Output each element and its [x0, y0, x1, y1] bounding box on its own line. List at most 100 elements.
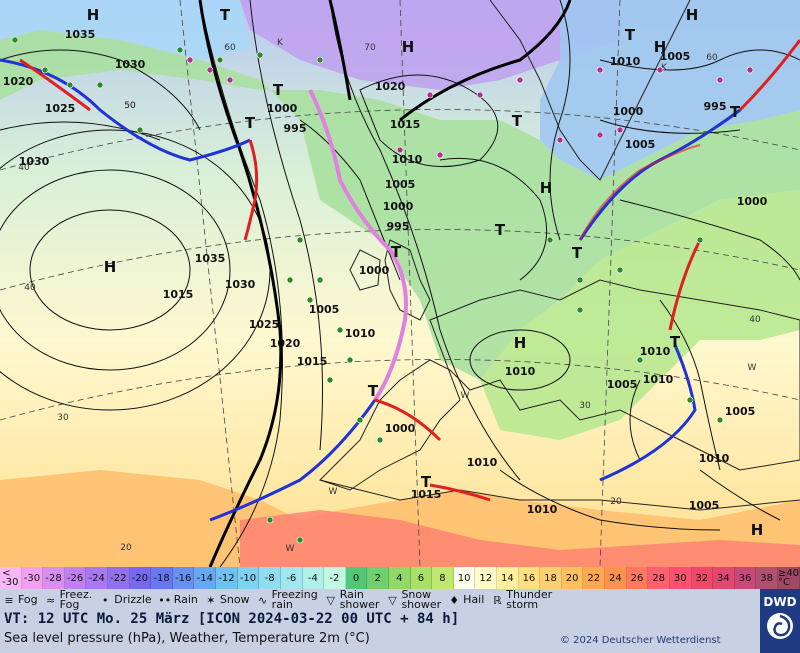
warm-front [668, 239, 702, 331]
rain-symbol-icon [346, 356, 354, 364]
pressure-label: 1025 [249, 318, 280, 331]
pressure-label: 1010 [643, 373, 674, 386]
longitude-line [599, 0, 621, 567]
rain-symbol-icon [326, 376, 334, 384]
high-pressure-center: H [686, 6, 699, 24]
pressure-label: 1030 [225, 278, 256, 291]
scandinavia [489, 0, 691, 181]
legend-symbol-icon: ✶ [206, 593, 216, 607]
occluded-front [308, 89, 408, 402]
pressure-label: 995 [284, 122, 307, 135]
scale-step: -18 [151, 567, 173, 589]
pressure-label: 1010 [345, 327, 376, 340]
rain-symbol-icon [576, 276, 584, 284]
low-pressure-center: T [220, 6, 231, 24]
scale-step: -16 [172, 567, 195, 589]
warm-front [738, 39, 800, 112]
rain-symbol-icon [256, 51, 264, 59]
mild-region [0, 30, 800, 380]
legend-symbol-icon: ≡ [4, 593, 14, 607]
cold-front [0, 58, 251, 162]
low-pressure-center: T [273, 81, 284, 99]
legend-label: Snow shower [401, 588, 442, 611]
warm-front [579, 144, 701, 241]
scale-step: 38 [756, 567, 778, 589]
continental-europe [319, 279, 800, 491]
low-pressure-center: T [391, 243, 402, 261]
scale-step: 14 [497, 567, 519, 589]
pressure-label: 1000 [737, 195, 768, 208]
latitude-line [0, 359, 800, 421]
pressure-label: 1030 [19, 155, 50, 168]
legend-item: • Drizzle [96, 593, 152, 607]
warm-front [243, 139, 259, 241]
chart-info: VT: 12 UTC Mo. 25 März [ICON 2024-03-22 … [0, 611, 760, 653]
isotherm-label: 60 [224, 43, 236, 53]
legend-symbol-icon: ℝ [492, 593, 502, 607]
valid-time: VT: 12 UTC Mo. 25 März [ICON 2024-03-22 … [4, 611, 460, 627]
pressure-label: 1000 [359, 264, 390, 277]
snow-symbol-icon [226, 76, 234, 84]
legend-symbol-icon: ≈ [46, 593, 56, 607]
pressure-label: 1015 [163, 288, 194, 301]
rain-symbol-icon [96, 81, 104, 89]
rain-symbol-icon [616, 266, 624, 274]
scale-step: 6 [410, 567, 433, 589]
isotherm-label: 20 [610, 497, 622, 507]
high-pressure-center: H [540, 179, 553, 197]
low-pressure-center: T [572, 244, 583, 262]
isotherm-label: W [286, 544, 295, 554]
legend-label: Freezing rain [271, 588, 318, 611]
pressure-label: 1005 [660, 50, 691, 63]
scale-step: 8 [432, 567, 454, 589]
low-pressure-center: T [730, 103, 741, 121]
snow-symbol-icon [556, 136, 564, 144]
snow-symbol-icon [186, 56, 194, 64]
pressure-label: 1010 [610, 55, 641, 68]
map-area: 1035 1030 1020 1025 1030 1020 1015 1010 1005 1000… [0, 0, 800, 567]
pressure-label: 995 [704, 100, 727, 113]
rain-symbol-icon [316, 56, 324, 64]
rain-symbol-icon [356, 416, 364, 424]
legend-item: ▽ Rain shower [322, 589, 379, 610]
legend-item: ∿ Freezing rain [254, 588, 318, 611]
scale-step: 24 [605, 567, 627, 589]
pressure-label: 1005 [607, 378, 638, 391]
ridge-line [198, 0, 283, 567]
legend-symbol-icon: ▽ [326, 593, 335, 607]
rain-symbol-icon [41, 66, 49, 74]
cold-front [209, 399, 377, 522]
isotherm-label: 20 [120, 543, 132, 553]
latitude-line [0, 109, 800, 171]
legend-label: Drizzle [114, 593, 152, 606]
isotherm-label: 50 [124, 101, 136, 111]
pressure-label: 1010 [467, 456, 498, 469]
scale-step: -4 [302, 567, 325, 589]
low-pressure-center: T [421, 473, 432, 491]
pressure-label: 1000 [613, 105, 644, 118]
pressure-label: 1000 [267, 102, 298, 115]
scale-step: -30 [21, 567, 44, 589]
rain-symbol-icon [376, 436, 384, 444]
rain-symbol-icon [286, 276, 294, 284]
cold-front [599, 344, 697, 482]
snow-symbol-icon [596, 66, 604, 74]
pressure-label: 1015 [411, 488, 442, 501]
isotherm-label: 40 [749, 315, 761, 325]
legend-symbol-icon: ♦ [449, 593, 460, 607]
high-pressure-center: H [751, 521, 764, 539]
low-pressure-center: T [368, 382, 379, 400]
snow-symbol-icon [426, 91, 434, 99]
legend-label: Snow [219, 593, 250, 606]
legend-item: •• Rain [156, 594, 198, 607]
scale-low-label: < -30 [0, 567, 22, 589]
pressure-label: 1010 [392, 153, 423, 166]
scale-step: 18 [540, 567, 562, 589]
scale-step: 30 [669, 567, 692, 589]
scale-step: -12 [216, 567, 238, 589]
pressure-label: 1005 [625, 138, 656, 151]
north-africa-coast [319, 479, 800, 511]
scale-step: 0 [345, 567, 368, 589]
legend-label: Thunder storm [506, 588, 553, 611]
rain-symbol-icon [136, 126, 144, 134]
